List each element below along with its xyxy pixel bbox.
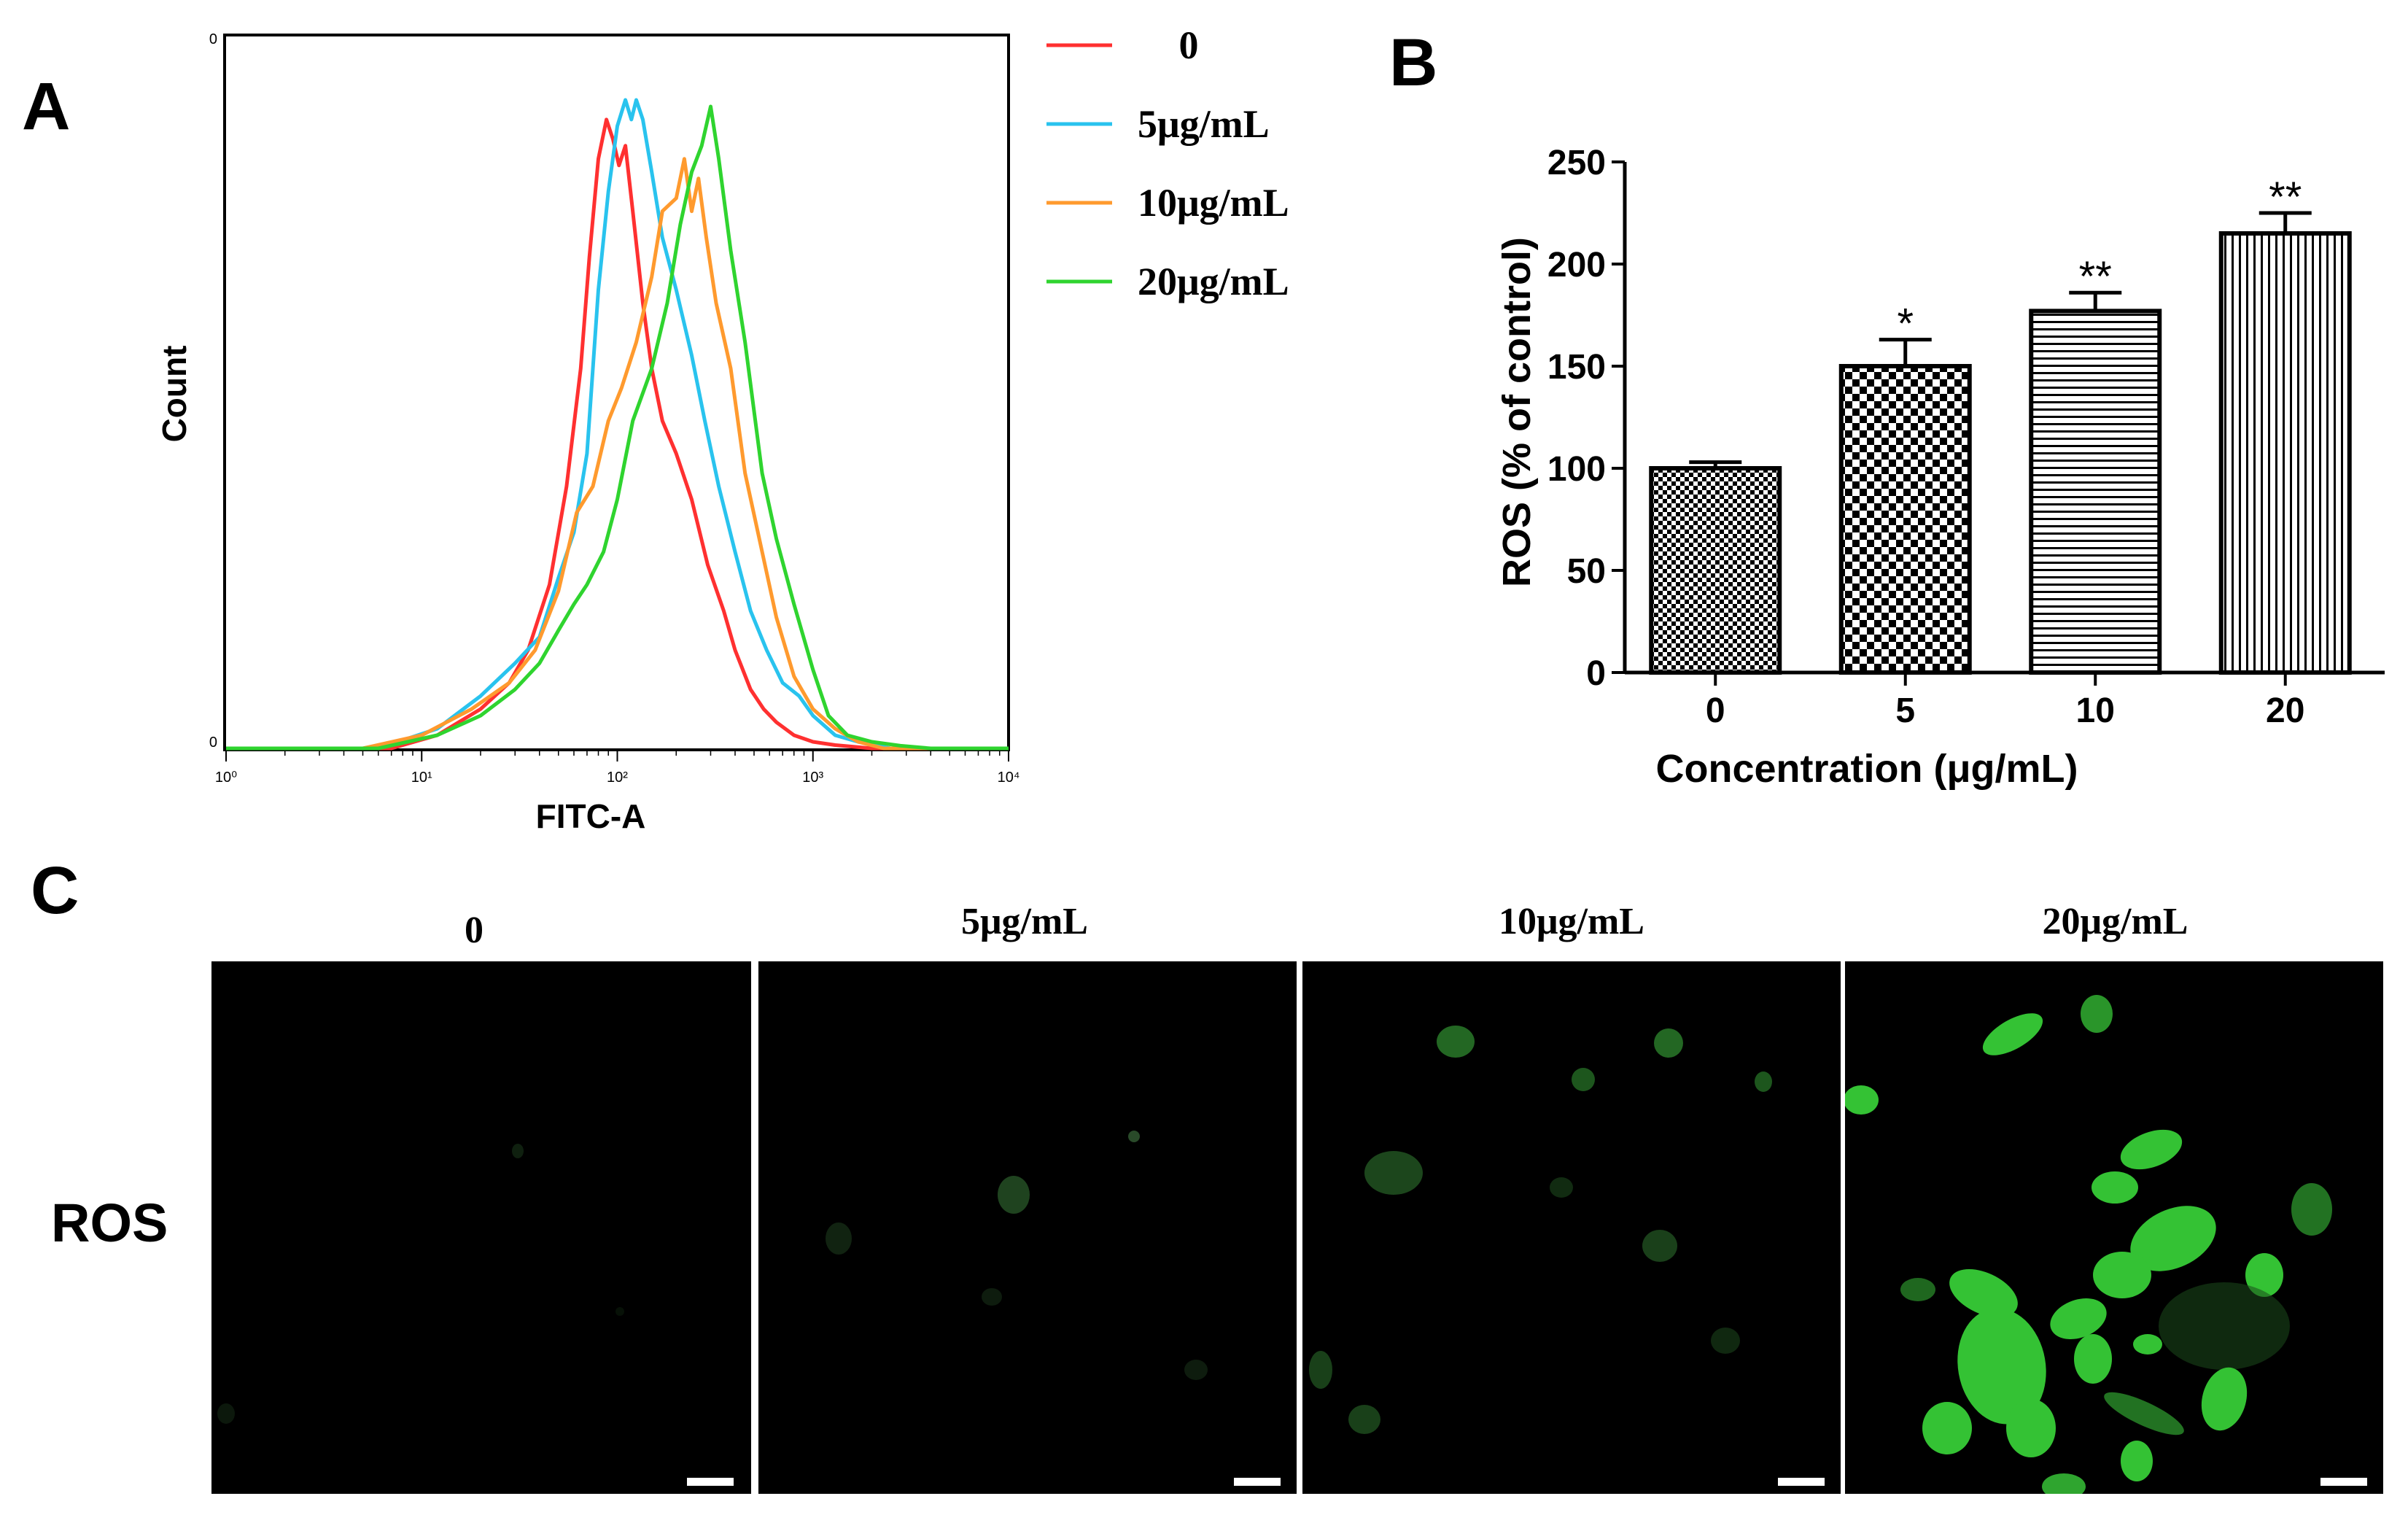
scale-bar-20	[2320, 1478, 2367, 1486]
bar-chart-panel: 0 50 100 150 200 250 0 5 * 10 ** 20 ** Concentratio…	[1495, 144, 2385, 791]
figure-canvas: 10⁰ 10¹ 10² 10³ 10⁴ 0 0 FITC-A Count 0 5μg/mL 10…	[155, 23, 2385, 835]
legend-label-0: 0	[1179, 23, 1199, 67]
histogram-y-tick-label: 0	[209, 31, 217, 47]
condition-label-10: 10μg/mL	[1499, 901, 1644, 942]
bar-x-tick-label: 5	[1895, 691, 1915, 730]
bar-chart-y-axis-label: ROS (% of control)	[1495, 237, 1539, 587]
legend-label-3: 20μg/mL	[1138, 260, 1289, 303]
scale-bar-10	[1778, 1478, 1825, 1486]
histogram-y-axis-label: Count	[155, 346, 193, 443]
bar-chart-axes: 0 50 100 150 200 250	[1547, 144, 2385, 693]
histogram-x-tick-label: 10²	[607, 770, 628, 786]
bar-chart-bars: 0 5 * 10 ** 20 **	[1649, 174, 2352, 730]
condition-label-0: 0	[465, 910, 483, 951]
histogram-panel: 10⁰ 10¹ 10² 10³ 10⁴ 0 0 FITC-A Count 0 5μg/mL 10…	[155, 23, 1289, 835]
micrograph-10	[1302, 961, 1841, 1494]
bar-y-tick-label: 200	[1547, 246, 1606, 284]
significance-marker-5: *	[1897, 301, 1914, 348]
histogram-x-axis-label: FITC-A	[536, 797, 646, 835]
bar-x-tick-label: 0	[1706, 691, 1725, 730]
bar-y-tick-label: 250	[1547, 144, 1606, 182]
histogram-series-0	[226, 117, 1009, 751]
panel-letter-c: C	[31, 853, 79, 928]
condition-label-20: 20μg/mL	[2042, 901, 2188, 942]
scale-bar-0	[687, 1478, 734, 1486]
micrograph-10-cells	[1309, 1026, 1772, 1434]
panel-letter-a: A	[22, 69, 71, 144]
micrograph-5	[758, 961, 1297, 1494]
bar-y-tick-label: 0	[1586, 654, 1606, 693]
bar-x-tick-label: 20	[2266, 691, 2304, 730]
micrograph-0-cells	[217, 1144, 624, 1424]
histogram-legend: 0 5μg/mL 10μg/mL 20μg/mL	[1046, 23, 1289, 303]
bar-10	[2029, 309, 2162, 675]
bar-y-tick-label: 100	[1547, 450, 1606, 489]
histogram-x-tick-label: 10³	[802, 770, 823, 786]
bar-20	[2218, 231, 2352, 675]
micrograph-0	[211, 961, 751, 1494]
bar-5	[1838, 364, 1972, 675]
scale-bar-5	[1234, 1478, 1281, 1486]
legend-label-2: 10μg/mL	[1138, 181, 1289, 225]
significance-marker-10: **	[2079, 253, 2112, 301]
micrograph-5-cells	[826, 1131, 1208, 1380]
micrograph-row-label: ROS	[51, 1193, 168, 1253]
bar-0	[1649, 466, 1782, 675]
histogram-series-1	[226, 98, 1009, 751]
histogram-lines	[226, 98, 1009, 751]
bar-chart-x-axis-label: Concentration (μg/mL)	[1656, 747, 2078, 791]
micrograph-20	[1845, 961, 2383, 1494]
histogram-series-3	[226, 104, 1009, 751]
significance-marker-20: **	[2269, 174, 2302, 221]
legend-label-1: 5μg/mL	[1138, 102, 1270, 146]
bar-y-tick-label: 50	[1567, 552, 1606, 591]
histogram-y-tick-label: 0	[209, 735, 217, 751]
micrograph-20-cells	[1845, 995, 2332, 1494]
histogram-x-tick-label: 10⁰	[215, 770, 237, 786]
bar-y-tick-label: 150	[1547, 348, 1606, 387]
panel-letter-b: B	[1389, 26, 1438, 100]
histogram-ticks: 10⁰ 10¹ 10² 10³ 10⁴ 0 0	[209, 31, 1020, 786]
histogram-series-2	[226, 157, 1009, 751]
histogram-x-tick-label: 10¹	[411, 770, 432, 786]
histogram-x-tick-label: 10⁴	[998, 770, 1020, 786]
condition-label-5: 5μg/mL	[961, 901, 1088, 942]
bar-x-tick-label: 10	[2076, 691, 2115, 730]
